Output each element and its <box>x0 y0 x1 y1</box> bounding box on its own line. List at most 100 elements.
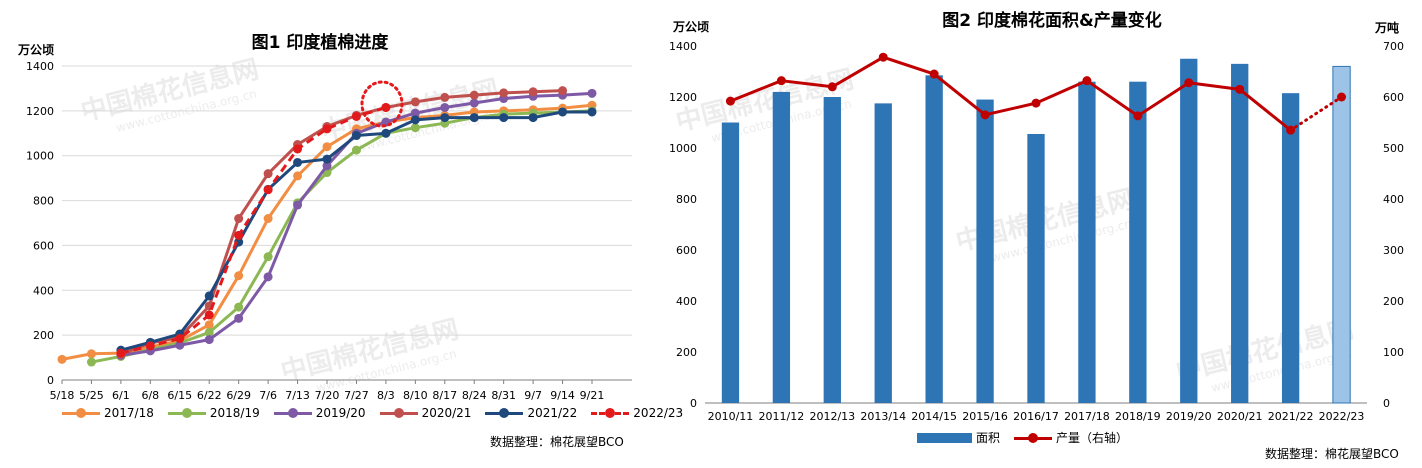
x-tick-label: 7/27 <box>344 389 369 402</box>
y-tick-label-right: 600 <box>1383 91 1404 104</box>
data-point <box>175 340 185 350</box>
x-tick-label: 2012/13 <box>809 410 855 423</box>
legend-label: 2022/23 <box>633 406 684 420</box>
data-point <box>86 357 96 367</box>
y-tick-label-left: 200 <box>676 346 697 359</box>
chart-legend: 2017/18 2018/19 2019/20 2020/21 2021/22 2022/… <box>62 406 697 420</box>
series-line <box>120 89 563 356</box>
data-point <box>1031 98 1041 108</box>
legend-symbol <box>591 408 630 418</box>
data-source-note: 数据整理：棉花展望BCO <box>490 435 624 449</box>
bar <box>772 91 791 404</box>
data-point <box>263 214 273 224</box>
y-tick-label: 200 <box>33 329 54 342</box>
data-point <box>440 113 450 123</box>
y-tick-label-right: 200 <box>1383 295 1404 308</box>
y-tick-label: 800 <box>33 195 54 208</box>
data-point <box>204 327 214 337</box>
y-axis-label-left: 万公顷 <box>672 20 709 34</box>
data-point <box>929 69 939 79</box>
data-point <box>322 161 332 171</box>
data-point <box>351 111 361 121</box>
x-tick-label: 6/22 <box>197 389 222 402</box>
data-point <box>263 252 273 262</box>
bar <box>976 99 994 404</box>
data-point <box>293 157 303 167</box>
x-tick-label: 2017/18 <box>1064 410 1110 423</box>
x-tick-label: 2016/17 <box>1013 410 1059 423</box>
legend-symbol <box>273 408 312 418</box>
data-point <box>528 113 538 123</box>
data-point <box>410 123 420 133</box>
data-point <box>499 113 509 123</box>
bar <box>1332 65 1351 404</box>
data-point <box>528 87 538 97</box>
data-point <box>469 113 479 123</box>
x-tick-label: 6/29 <box>226 389 251 402</box>
legend-label: 产量（右轴） <box>1056 431 1129 445</box>
series-line <box>120 106 387 355</box>
legend-item: 产量（右轴） <box>1014 429 1128 446</box>
data-point <box>57 354 67 364</box>
series-line <box>729 55 1292 132</box>
data-point <box>1184 78 1194 88</box>
series-line <box>91 109 593 364</box>
data-point <box>293 171 303 181</box>
data-point <box>263 272 273 282</box>
data-point <box>1337 92 1347 102</box>
data-point <box>234 313 244 323</box>
bar <box>1281 93 1300 404</box>
bar <box>1180 58 1198 403</box>
legend-label: 面积 <box>976 431 1001 445</box>
data-point <box>322 142 332 152</box>
data-point <box>116 348 126 358</box>
bar <box>874 103 892 403</box>
data-point <box>980 110 990 120</box>
data-point <box>469 90 479 100</box>
data-point <box>234 230 244 240</box>
data-point <box>827 82 837 92</box>
data-point <box>440 102 450 112</box>
x-tick-label: 5/25 <box>79 389 104 402</box>
data-point <box>204 335 214 345</box>
data-point <box>440 92 450 102</box>
data-point <box>725 96 735 106</box>
x-tick-label: 8/3 <box>377 389 395 402</box>
data-point <box>263 169 273 179</box>
y-tick-label: 1200 <box>26 105 54 118</box>
highlight-ellipse <box>360 80 404 128</box>
data-source-note: 数据整理：棉花展望BCO <box>1265 447 1399 461</box>
legend-item: 2019/20 <box>273 406 366 420</box>
x-tick-label: 2014/15 <box>911 410 957 423</box>
legend-item: 2021/22 <box>485 406 577 420</box>
legend-label: 2017/18 <box>104 406 154 420</box>
y-tick-label-right: 700 <box>1383 40 1404 53</box>
x-tick-label: 2010/11 <box>708 410 754 423</box>
data-point <box>776 76 786 86</box>
x-tick-label: 9/14 <box>550 389 575 402</box>
y-tick-label-left: 0 <box>690 397 697 410</box>
legend-label: 2018/19 <box>209 406 260 420</box>
legend-item: 2018/19 <box>167 406 260 420</box>
y-tick-label: 1000 <box>26 150 54 163</box>
y-tick-label-left: 400 <box>676 295 697 308</box>
y-axis-label: 万公顷 <box>17 43 54 57</box>
y-tick-label-right: 500 <box>1383 142 1404 155</box>
bar <box>823 97 841 403</box>
y-axis-label-right: 万吨 <box>1374 20 1399 35</box>
legend-label: 2020/21 <box>421 406 472 420</box>
data-point <box>381 128 391 138</box>
legend-symbol <box>485 408 524 418</box>
x-tick-label: 7/20 <box>315 389 340 402</box>
data-point <box>234 302 244 312</box>
bar <box>1027 133 1045 403</box>
bar <box>1231 63 1249 403</box>
data-point <box>175 334 185 344</box>
data-point <box>469 98 479 108</box>
legend-symbol <box>62 408 100 418</box>
data-point <box>322 154 332 164</box>
data-point <box>1235 84 1245 94</box>
legend-symbol <box>379 408 418 418</box>
